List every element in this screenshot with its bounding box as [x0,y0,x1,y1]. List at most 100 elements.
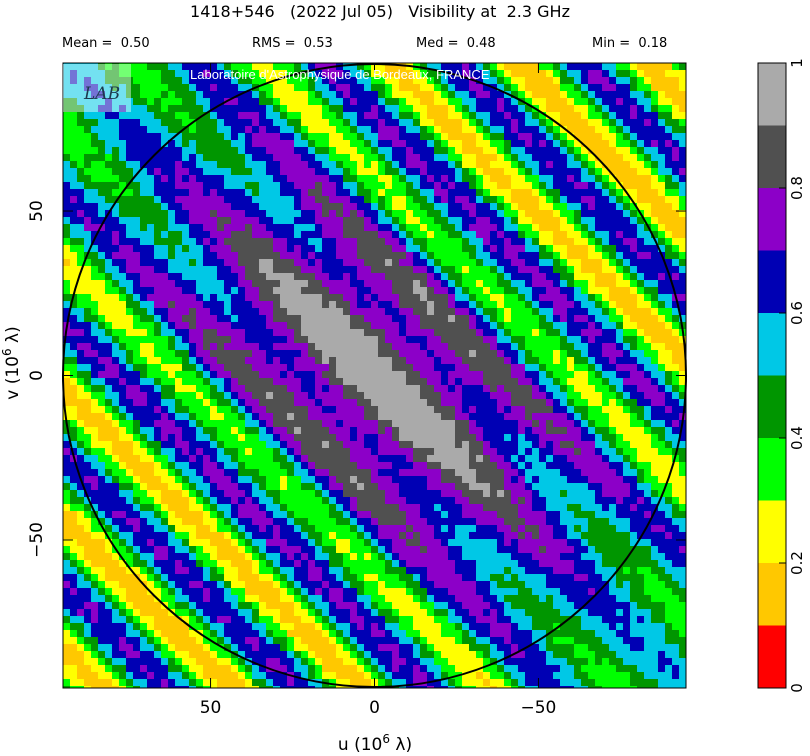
heatmap-cell [546,336,554,344]
heatmap-cell [574,147,582,155]
heatmap-cell [595,105,603,113]
heatmap-cell [280,168,288,176]
heatmap-cell [497,168,505,176]
heatmap-cell [518,364,526,372]
heatmap-cell [371,364,379,372]
heatmap-cell [175,441,183,449]
heatmap-cell [567,112,575,120]
heatmap-cell [217,77,225,85]
heatmap-cell [560,308,568,316]
heatmap-cell [567,126,575,134]
heatmap-cell [588,399,596,407]
heatmap-cell [63,427,71,435]
heatmap-cell [224,322,232,330]
heatmap-cell [406,294,414,302]
heatmap-cell [308,357,316,365]
heatmap-cell [469,259,477,267]
heatmap-cell [154,161,162,169]
heatmap-cell [364,196,372,204]
heatmap-cell [378,252,386,260]
heatmap-cell [119,70,127,78]
heatmap-cell [329,77,337,85]
heatmap-cell [630,280,638,288]
heatmap-cell [665,322,673,330]
heatmap-cell [546,189,554,197]
heatmap-cell [546,161,554,169]
heatmap-cell [252,434,260,442]
heatmap-cell [196,63,204,71]
heatmap-cell [448,315,456,323]
heatmap-cell [294,294,302,302]
heatmap-cell [462,392,470,400]
heatmap-cell [308,245,316,253]
heatmap-cell [217,154,225,162]
heatmap-cell [112,266,120,274]
heatmap-cell [91,315,99,323]
heatmap-cell [133,161,141,169]
heatmap-cell [476,224,484,232]
heatmap-cell [308,98,316,106]
heatmap-cell [133,378,141,386]
heatmap-cell [336,147,344,155]
heatmap-cell [252,371,260,379]
heatmap-cell [203,119,211,127]
heatmap-cell [343,343,351,351]
heatmap-cell [91,175,99,183]
heatmap-cell [259,385,267,393]
heatmap-cell [98,364,106,372]
heatmap-cell [539,273,547,281]
heatmap-cell [441,329,449,337]
heatmap-cell [504,329,512,337]
heatmap-cell [518,189,526,197]
heatmap-cell [644,308,652,316]
heatmap-cell [644,168,652,176]
heatmap-cell [567,315,575,323]
heatmap-cell [210,147,218,155]
heatmap-cell [385,343,393,351]
heatmap-cell [553,189,561,197]
heatmap-cell [350,364,358,372]
heatmap-cell [287,175,295,183]
heatmap-cell [329,168,337,176]
heatmap-cell [308,168,316,176]
heatmap-cell [175,399,183,407]
heatmap-cell [315,98,323,106]
heatmap-cell [140,448,148,456]
heatmap-cell [105,434,113,442]
heatmap-cell [63,406,71,414]
heatmap-cell [91,224,99,232]
heatmap-cell [224,308,232,316]
heatmap-cell [112,280,120,288]
heatmap-cell [315,182,323,190]
heatmap-cell [357,182,365,190]
heatmap-cell [140,63,148,71]
heatmap-cell [77,224,85,232]
heatmap-cell [140,329,148,337]
heatmap-cell [203,385,211,393]
heatmap-cell [420,294,428,302]
heatmap-cell [175,392,183,400]
heatmap-cell [238,224,246,232]
heatmap-cell [406,112,414,120]
heatmap-cell [567,371,575,379]
heatmap-cell [322,126,330,134]
heatmap-cell [497,154,505,162]
heatmap-cell [392,336,400,344]
heatmap-cell [483,91,491,99]
heatmap-cell [525,196,533,204]
heatmap-cell [567,427,575,435]
heatmap-cell [245,385,253,393]
heatmap-cell [217,357,225,365]
heatmap-cell [238,238,246,246]
heatmap-cell [63,371,71,379]
heatmap-cell [644,378,652,386]
heatmap-cell [231,84,239,92]
heatmap-cell [567,133,575,141]
heatmap-cell [490,441,498,449]
heatmap-cell [294,448,302,456]
heatmap-cell [364,280,372,288]
heatmap-cell [427,378,435,386]
heatmap-cell [602,133,610,141]
heatmap-cell [448,266,456,274]
heatmap-cell [210,399,218,407]
